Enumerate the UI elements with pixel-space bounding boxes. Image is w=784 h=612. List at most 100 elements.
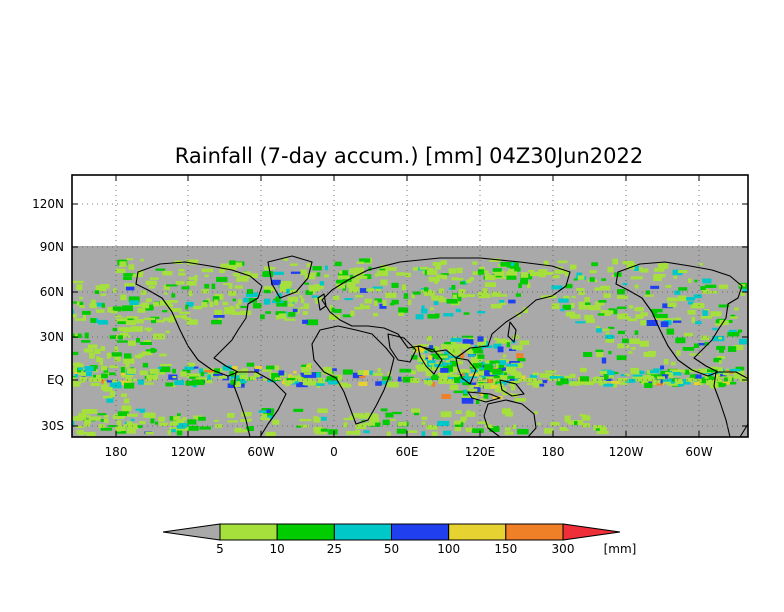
rain-patch [451, 285, 456, 290]
rain-patch [253, 372, 261, 378]
rain-patch [83, 348, 94, 353]
rain-patch [719, 320, 729, 325]
rain-patch [702, 289, 710, 294]
rain-patch [124, 283, 135, 287]
colorbar-threshold-label: 150 [494, 542, 517, 556]
rain-patch [429, 363, 435, 366]
rain-patch [320, 428, 328, 432]
rain-patch [363, 370, 370, 376]
rain-patch [300, 306, 304, 309]
rain-patch [450, 337, 462, 342]
rain-patch [445, 357, 449, 361]
rain-patch [509, 380, 515, 387]
rain-patch [182, 417, 187, 421]
rain-patch [186, 301, 194, 307]
south-america-outline-repeat [713, 371, 748, 437]
rain-patch [536, 383, 545, 387]
rain-patch [417, 344, 430, 347]
rain-patch [72, 313, 77, 318]
rain-patch [483, 383, 491, 390]
rain-patch [710, 290, 719, 294]
rain-patch [87, 344, 98, 349]
rain-patch [355, 275, 368, 279]
rain-patch [423, 360, 427, 367]
rain-patch [123, 276, 132, 280]
rain-patch [448, 287, 453, 290]
rain-patch [437, 351, 442, 357]
rain-patch [560, 378, 569, 385]
rain-patch [622, 338, 629, 344]
rain-patch [545, 370, 557, 373]
rain-patch [136, 338, 141, 343]
rain-patch [100, 293, 107, 296]
north-america-outline-repeat [615, 261, 743, 377]
rain-patch [369, 417, 380, 423]
rain-patch [484, 360, 493, 364]
rain-patch [181, 286, 190, 290]
colorbar-bin [391, 523, 450, 541]
rain-patch [734, 344, 744, 351]
rain-patch [145, 431, 154, 435]
rain-patch [115, 318, 128, 322]
rain-patch [642, 375, 655, 382]
rain-patch [481, 375, 487, 378]
rain-patch [358, 381, 368, 386]
rain-patch [118, 425, 126, 431]
rain-patch [285, 288, 294, 294]
rain-patch [391, 411, 402, 415]
rain-patch [160, 363, 172, 366]
rain-patch [310, 272, 320, 275]
rain-patch [372, 286, 383, 289]
rain-patch [616, 306, 627, 309]
rain-patch [100, 427, 112, 431]
rain-patch [117, 411, 129, 416]
rain-patch [346, 431, 357, 435]
rain-patch [290, 263, 298, 266]
rain-patch [603, 383, 614, 387]
rain-patch [306, 319, 319, 326]
rain-patch [107, 307, 117, 313]
rain-patch [611, 381, 621, 385]
rain-patch [380, 264, 387, 269]
rain-patch [114, 381, 121, 386]
rain-patch [293, 408, 304, 412]
rain-patch [734, 307, 739, 311]
rain-patch [500, 262, 512, 267]
longitude-label: 120W [609, 445, 644, 459]
rain-patch [385, 292, 397, 298]
rain-patch [84, 423, 90, 427]
rain-patch [421, 416, 428, 420]
rain-patch [334, 261, 342, 267]
rain-patch [413, 291, 421, 295]
rain-patch [185, 380, 196, 386]
rain-patch [283, 258, 289, 261]
rain-patch [580, 367, 587, 373]
rain-patch [450, 361, 458, 367]
rain-patch [699, 381, 704, 386]
rain-patch [690, 304, 703, 309]
rain-patch [76, 284, 83, 291]
rain-patch [142, 382, 154, 385]
rain-patch [459, 369, 468, 373]
rain-patch [98, 424, 105, 429]
rain-patch [239, 374, 248, 379]
rain-patch [14, 424, 23, 428]
rain-patch [727, 346, 737, 352]
rain-patch [425, 360, 436, 365]
rain-patch [120, 393, 127, 398]
rain-patch [689, 353, 702, 356]
rain-patch [195, 377, 207, 381]
rain-patch [382, 300, 387, 306]
rain-patch [125, 320, 136, 326]
rain-patch [103, 418, 109, 424]
rain-patch [431, 365, 441, 371]
rain-patch [16, 408, 19, 410]
rain-patch [229, 371, 235, 377]
rain-patch [467, 388, 478, 392]
rain-patch [435, 265, 441, 270]
rain-patch [438, 378, 449, 384]
rain-patch [440, 411, 452, 418]
rain-patch [114, 315, 122, 318]
rain-patch [622, 260, 634, 265]
rain-patch [194, 275, 198, 281]
